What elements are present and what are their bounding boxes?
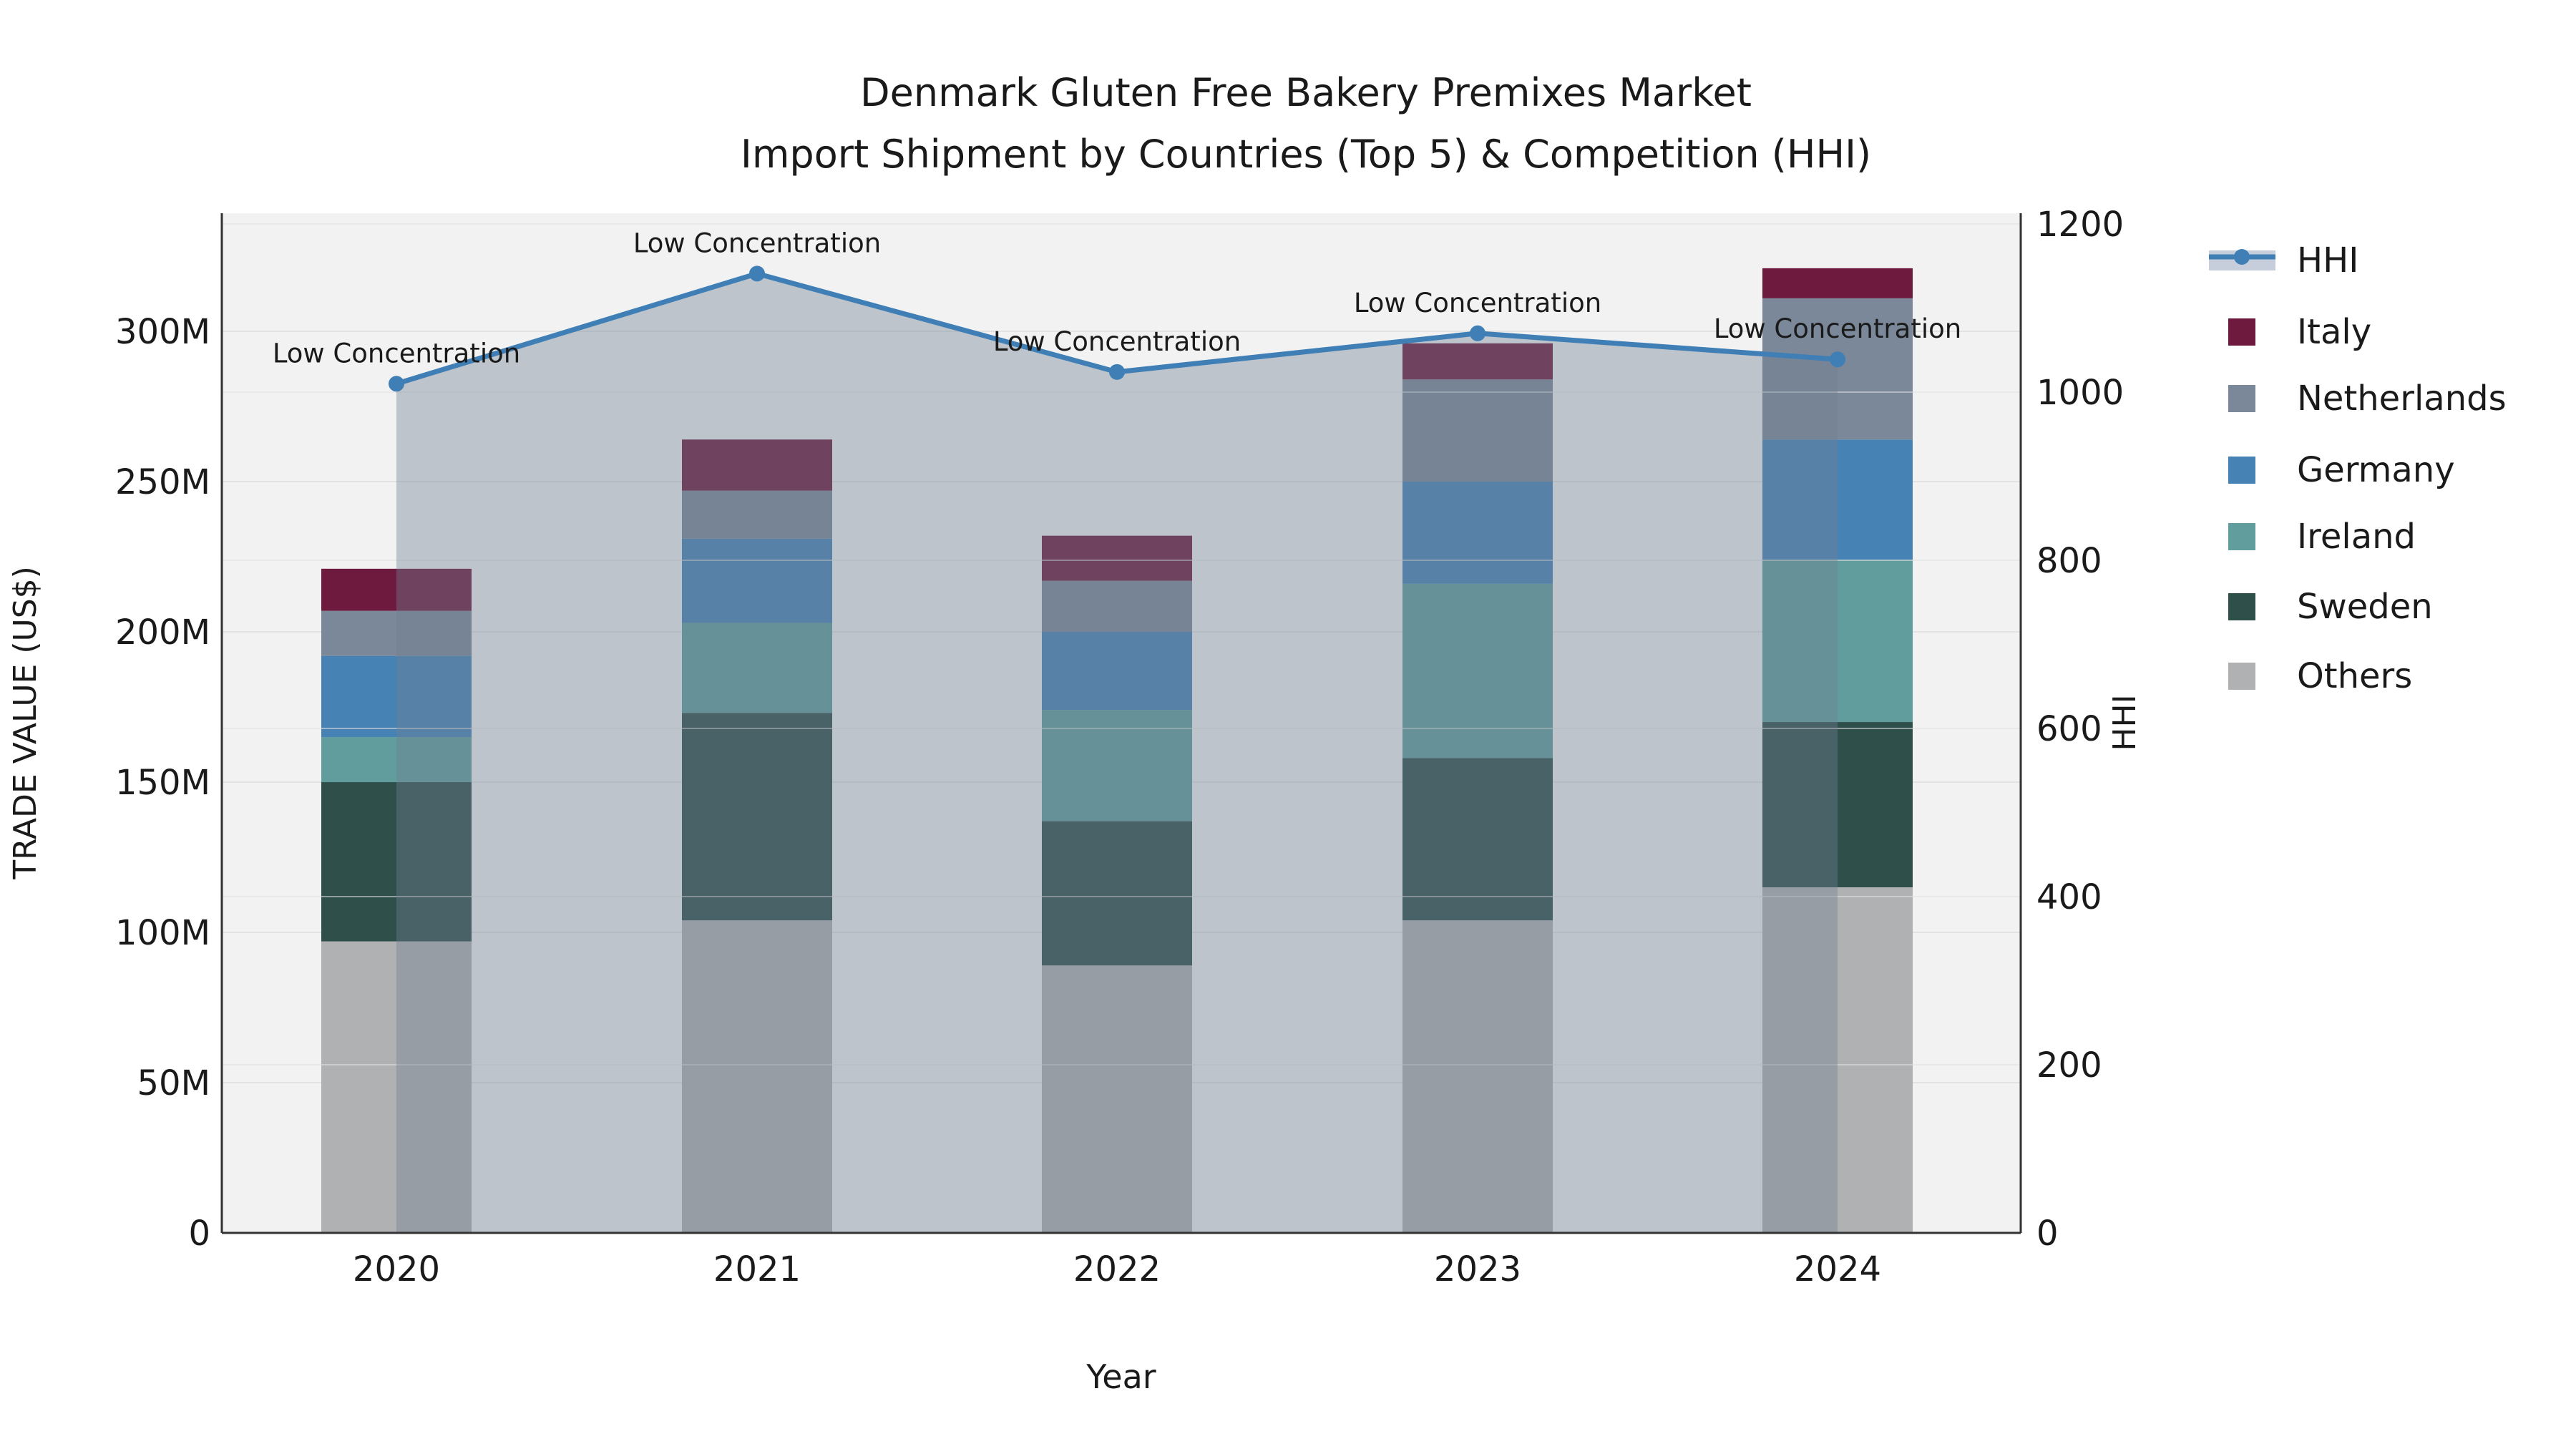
x-tick-2021: 2021 [713, 1249, 801, 1289]
x-tick-2024: 2024 [1794, 1249, 1881, 1289]
legend-item-ireland: Ireland [2228, 517, 2416, 557]
legend-label-ireland: Ireland [2297, 517, 2416, 557]
right-tick-1200: 1200 [2036, 205, 2124, 245]
hhi-marker-2020 [389, 376, 404, 392]
bar-segment-italy-2022 [1042, 535, 1192, 581]
x-tick-2022: 2022 [1073, 1249, 1161, 1289]
right-tick-800: 800 [2036, 541, 2102, 581]
legend-item-netherlands: Netherlands [2228, 379, 2507, 419]
legend-item-sweden: Sweden [2228, 587, 2433, 627]
bar-segment-italy-2020 [321, 568, 472, 611]
legend-label-netherlands: Netherlands [2297, 379, 2507, 419]
legend-label-sweden: Sweden [2297, 587, 2433, 627]
bar-segment-italy-2021 [682, 439, 832, 491]
left-tick-250M: 250M [115, 462, 210, 502]
legend-item-germany: Germany [2228, 450, 2455, 490]
bar-segment-netherlands-2021 [682, 490, 832, 539]
right-tick-200: 200 [2036, 1045, 2102, 1085]
point-annotations: Low Concentration Low Concentration Low Co… [273, 228, 1961, 369]
bar-segment-sweden-2021 [682, 713, 832, 921]
bar-segment-germany-2020 [321, 655, 472, 738]
legend-label-hhi: HHI [2297, 240, 2358, 280]
left-tick-100M: 100M [115, 913, 210, 953]
x-tick-2023: 2023 [1434, 1249, 1521, 1289]
bar-segment-ireland-2024 [1762, 560, 1913, 723]
bar-segment-sweden-2024 [1762, 722, 1913, 888]
annotation-2020: Low Concentration [273, 338, 520, 369]
annotation-2024: Low Concentration [1714, 313, 1961, 344]
bar-segment-ireland-2021 [682, 623, 832, 713]
chart-title: Denmark Gluten Free Bakery Premixes Mark… [860, 70, 1752, 115]
hhi-marker-2023 [1470, 325, 1485, 341]
bar-segment-ireland-2020 [321, 737, 472, 783]
right-tick-600: 600 [2036, 709, 2102, 749]
bar-segment-others-2022 [1042, 965, 1192, 1233]
left-tick-50M: 50M [137, 1063, 211, 1103]
bar-segment-netherlands-2020 [321, 610, 472, 656]
legend-swatch-ireland [2228, 523, 2255, 550]
bar-segment-others-2024 [1762, 887, 1913, 1233]
annotation-2021: Low Concentration [633, 228, 881, 258]
bar-segment-germany-2023 [1402, 482, 1553, 584]
bar-segment-others-2023 [1402, 920, 1553, 1233]
left-axis-title: TRADE VALUE (US$) [7, 566, 44, 880]
legend-swatch-netherlands [2228, 385, 2255, 412]
bar-segment-germany-2021 [682, 538, 832, 623]
stacked-bars [321, 268, 1913, 1233]
right-tick-0: 0 [2036, 1214, 2059, 1254]
right-axis-tick-labels: 0 200 400 600 800 1000 1200 [2036, 205, 2124, 1254]
bar-segment-germany-2024 [1762, 439, 1913, 560]
left-axis-tick-labels: 0 50M 100M 150M 200M 250M 300M [115, 312, 210, 1254]
hhi-line-series [389, 265, 1845, 392]
legend-label-italy: Italy [2297, 312, 2371, 352]
legend-label-germany: Germany [2297, 450, 2455, 490]
hhi-area [396, 273, 1838, 1233]
x-tick-2020: 2020 [353, 1249, 440, 1289]
bar-segment-italy-2024 [1762, 268, 1913, 298]
left-tick-150M: 150M [115, 763, 210, 803]
legend-hhi-marker-swatch [2234, 249, 2250, 265]
right-tick-400: 400 [2036, 877, 2102, 917]
x-axis-title: Year [1085, 1357, 1156, 1396]
right-axis-title: HHI [2107, 694, 2143, 751]
annotation-2022: Low Concentration [993, 326, 1241, 357]
left-tick-300M: 300M [115, 312, 210, 352]
legend-swatch-italy [2228, 318, 2255, 346]
left-tick-200M: 200M [115, 613, 210, 653]
bar-segment-sweden-2022 [1042, 821, 1192, 966]
hhi-marker-2022 [1109, 364, 1125, 380]
bar-segment-netherlands-2023 [1402, 379, 1553, 482]
hhi-marker-2021 [749, 265, 765, 282]
bar-segment-netherlands-2022 [1042, 580, 1192, 633]
left-tick-0: 0 [188, 1214, 210, 1254]
hhi-area-fill [396, 273, 1838, 1233]
hhi-marker-2024 [1830, 351, 1845, 368]
bar-segment-germany-2022 [1042, 632, 1192, 711]
x-axis-tick-labels: 2020 2021 2022 2023 2024 [353, 1249, 1881, 1289]
bar-segment-others-2021 [682, 920, 832, 1233]
right-tick-1000: 1000 [2036, 373, 2124, 413]
legend-label-others: Others [2297, 656, 2412, 696]
bar-segment-sweden-2020 [321, 782, 472, 942]
gridlines-right-axis [222, 223, 2021, 1066]
chart-subtitle: Import Shipment by Countries (Top 5) & C… [741, 132, 1871, 177]
legend-swatch-others [2228, 663, 2255, 690]
bar-segment-italy-2023 [1402, 343, 1553, 380]
legend: HHI Italy Netherlands Germany Ireland Sweden O… [2209, 240, 2507, 696]
bar-segment-netherlands-2024 [1762, 298, 1913, 440]
legend-item-hhi: HHI [2209, 240, 2358, 280]
legend-swatch-sweden [2228, 593, 2255, 620]
bar-segment-others-2020 [321, 941, 472, 1233]
legend-item-others: Others [2228, 656, 2412, 696]
legend-swatch-germany [2228, 457, 2255, 484]
annotation-2023: Low Concentration [1354, 288, 1601, 318]
bar-segment-sweden-2023 [1402, 758, 1553, 921]
legend-item-italy: Italy [2228, 312, 2371, 352]
